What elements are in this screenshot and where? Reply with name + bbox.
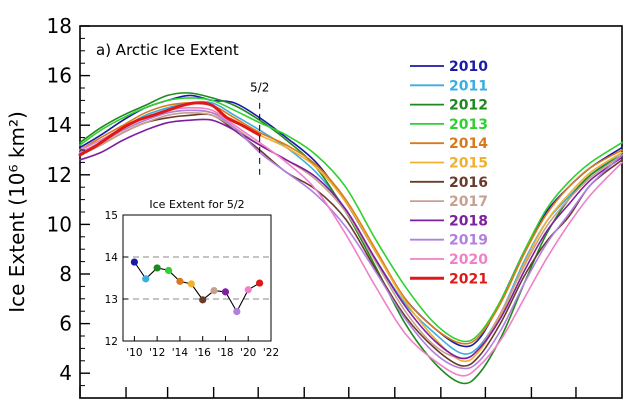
axes: 4 6 8 10 12 14 16 18 <box>47 14 577 399</box>
y-tick-label: 18 <box>47 14 72 38</box>
y-tick-label: 8 <box>59 262 72 286</box>
legend-label-2012: 2012 <box>449 98 488 114</box>
y-tick-label: 4 <box>59 361 72 385</box>
inset-point-2013 <box>164 266 173 275</box>
inset-plot: 12 13 14 15 '10 '12 '14 '16 '18 '20 '22 <box>105 210 280 359</box>
series-line-2017 <box>79 112 623 360</box>
inset-point-2016 <box>199 296 207 304</box>
inset-chart: Ice Extent for 5/2 12 13 14 15 '10 '12 '14 '16 '… <box>96 196 279 366</box>
inset-y-tick-label: 13 <box>105 294 118 306</box>
legend-label-2010: 2010 <box>449 59 488 75</box>
inset-frame <box>122 214 272 342</box>
inset-point-2018 <box>221 288 230 296</box>
legend-label-2016: 2016 <box>449 175 488 191</box>
inset-point-2010 <box>130 258 138 266</box>
legend-label-2018: 2018 <box>449 213 488 229</box>
inset-point-2015 <box>187 280 195 288</box>
y-tick-label: 16 <box>47 64 72 88</box>
y-axis-label: Ice Extent (10⁶ km²) <box>5 111 29 313</box>
series-line-2016 <box>79 113 623 367</box>
inset-y-tick-label: 12 <box>105 336 118 348</box>
legend-label-2020: 2020 <box>449 252 488 268</box>
legend-label-2015: 2015 <box>449 156 488 172</box>
inset-point-2020 <box>244 286 252 294</box>
y-tick-label: 10 <box>47 212 72 236</box>
series-line-2019 <box>79 109 623 370</box>
legend-label-2017: 2017 <box>449 194 488 210</box>
y-tick-label: 12 <box>47 163 72 187</box>
legend-label-2014: 2014 <box>449 136 488 152</box>
inset-x-tick-label: '18 <box>217 347 233 359</box>
inset-x-tick-label: '14 <box>172 347 189 359</box>
inset-title: Ice Extent for 5/2 <box>149 198 244 211</box>
inset-x-tick-label: '16 <box>195 347 212 359</box>
series-line-2013 <box>79 97 623 343</box>
series-line-2014 <box>79 102 623 345</box>
legend-label-2011: 2011 <box>449 78 488 94</box>
inset-x-tick-label: '22 <box>263 347 279 359</box>
inset-point-2011 <box>142 275 150 283</box>
inset-x-tick-label: '10 <box>126 347 142 359</box>
inset-x-tick-label: '20 <box>240 347 256 359</box>
inset-point-2017 <box>210 287 218 295</box>
chart-title: a) Arctic Ice Extent <box>96 41 239 59</box>
inset-point-2019 <box>233 308 241 316</box>
inset-point-2012 <box>153 264 161 272</box>
legend: 2010 2011 2012 2013 2014 2015 2016 2017 2018 2019… <box>410 59 488 287</box>
inset-y-tick-label: 15 <box>105 210 118 222</box>
y-tick-label: 6 <box>59 312 72 336</box>
legend-label-2019: 2019 <box>449 233 488 249</box>
inset-point-2014 <box>176 277 184 285</box>
series-line-2018 <box>79 118 623 360</box>
y-tick-label: 14 <box>47 113 72 137</box>
series-lines <box>78 92 623 385</box>
inset-point-2021 <box>256 279 264 287</box>
legend-label-2021: 2021 <box>449 271 488 287</box>
annotation-label: 5/2 <box>250 81 269 95</box>
inset-y-tick-label: 14 <box>105 252 119 264</box>
inset-x-tick-label: '12 <box>149 347 165 359</box>
inset-background <box>96 196 278 366</box>
legend-label-2013: 2013 <box>449 117 488 133</box>
series-line-2021 <box>78 101 262 157</box>
